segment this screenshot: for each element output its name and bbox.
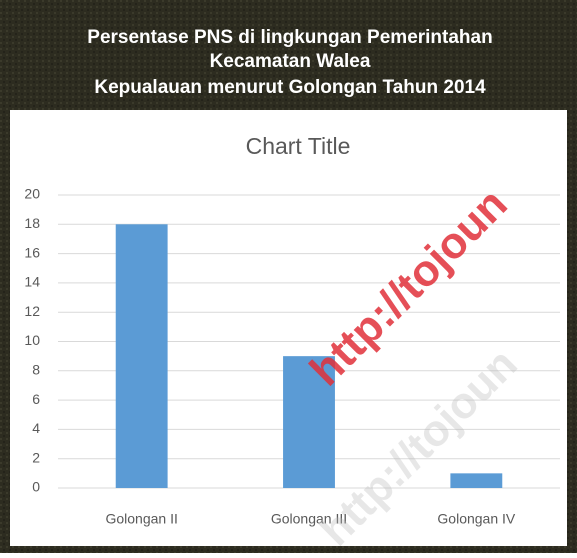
bar <box>283 356 335 488</box>
y-tick-label: 0 <box>32 479 40 495</box>
y-tick-label: 16 <box>24 244 40 260</box>
chart-title: Chart Title <box>246 133 351 159</box>
y-tick-label: 10 <box>24 332 40 348</box>
x-tick-label: Golongan IV <box>437 511 515 527</box>
bar <box>115 224 168 489</box>
y-tick-label: 20 <box>24 186 40 202</box>
header-line: Kecamatan Walea <box>210 51 371 72</box>
y-tick-label: 12 <box>24 303 40 319</box>
header-line: Kepualauan menurut Golongan Tahun 2014 <box>94 77 486 98</box>
y-tick-label: 4 <box>32 420 40 436</box>
header-line: Persentase PNS di lingkungan Pemerintaha… <box>87 27 492 48</box>
x-tick-label: Golongan III <box>271 511 347 527</box>
y-tick-label: 8 <box>32 362 40 378</box>
bar <box>450 473 503 488</box>
y-tick-label: 2 <box>32 449 40 465</box>
y-tick-label: 6 <box>32 391 40 407</box>
y-tick-label: 18 <box>24 215 40 231</box>
y-tick-label: 14 <box>24 274 40 290</box>
x-tick-label: Golongan II <box>105 511 177 527</box>
